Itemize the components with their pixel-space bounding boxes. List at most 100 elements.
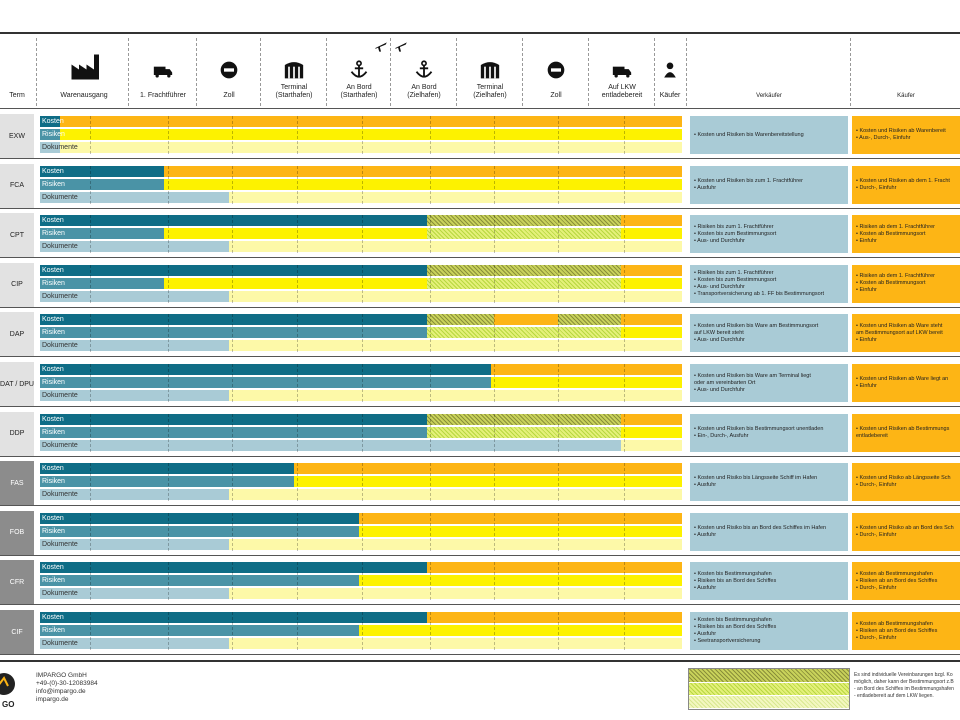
buyer-bar-dokumente <box>228 638 682 649</box>
term-row-dap: DAP Kosten Risiken Dokumente • Kosten und Ri… <box>0 312 960 358</box>
stage-guide <box>362 116 363 154</box>
seller-description-line: • Transportversicherung ab 1. FF bis Bes… <box>694 290 825 297</box>
stage-guide <box>494 215 495 254</box>
bar-label-risiken: Risiken <box>42 478 65 486</box>
buyer-description: • Kosten und Risiken ab Ware steht am Be… <box>852 314 960 353</box>
buyer-description-line: • Einfuhr <box>856 383 877 389</box>
stage-guide <box>168 562 169 601</box>
stage-guide <box>624 314 625 353</box>
stage-guide <box>297 512 298 551</box>
buyer-bar-kosten <box>426 314 682 326</box>
legend-swatches <box>688 668 850 710</box>
bar-label-risiken: Risiken <box>42 379 65 386</box>
header-column-1: Warenausgang <box>40 38 128 106</box>
bar-label-kosten: Kosten <box>42 167 64 175</box>
stage-guide <box>430 512 431 551</box>
seller-description-line: • Risiken bis zum 1. Frachtführer <box>694 269 774 276</box>
seller-description: • Kosten und Risiken bis zum 1. Frachtfü… <box>690 165 848 204</box>
header-separator <box>260 38 261 106</box>
stage-guide <box>168 314 169 353</box>
buyer-description-line: • Einfuhr <box>856 237 877 244</box>
bar-label-dokumente: Dokumente <box>42 491 78 499</box>
buyer-description-line: • Risiken ab dem 1. Frachtführer <box>856 273 935 280</box>
stage-guide <box>232 463 233 502</box>
no-entry-icon <box>547 61 565 79</box>
bar-label-kosten: Kosten <box>42 514 64 522</box>
buyer-bar-kosten <box>293 463 682 475</box>
seller-description-line: • Kosten bis zum Bestimmungsort <box>694 230 777 237</box>
seller-description-line: • Ausfuhr <box>694 584 717 591</box>
seller-description-line: • Kosten und Risiken bis Ware am Termina… <box>694 372 811 379</box>
stage-guide <box>430 314 431 353</box>
stage-guide <box>232 165 233 204</box>
buyer-bar-kosten <box>358 512 682 524</box>
seller-description: • Risiken bis zum 1. Frachtführer • Koste… <box>690 215 848 254</box>
stage-guide <box>494 165 495 204</box>
seller-bar-risiken <box>40 525 359 537</box>
term-row-fob: FOB Kosten Risiken Dokumente • Kosten und Ri… <box>0 510 960 557</box>
header-column-label: An Bord (Starthafen) <box>340 84 378 99</box>
buyer-bar-risiken <box>490 377 682 388</box>
legend-text: Es sind individuelle Vereinbarungen bzgl… <box>854 672 960 700</box>
buyer-description-line: • Kosten und Risiken ab Ware liegt an <box>856 376 949 382</box>
seller-description: • Kosten und Risiken bis Ware am Termina… <box>690 364 848 402</box>
seller-bar-kosten <box>40 463 294 475</box>
stage-guide <box>90 165 91 204</box>
stage-guide <box>232 512 233 551</box>
term-code: FCA <box>0 163 34 208</box>
stage-guide <box>90 314 91 353</box>
buyer-bar-dokumente <box>228 191 682 203</box>
bar-label-kosten: Kosten <box>42 316 64 324</box>
buyer-bar-risiken <box>293 476 682 488</box>
stage-guide <box>297 562 298 601</box>
plane-icon <box>395 42 407 52</box>
flexible-zone-kosten <box>426 314 494 326</box>
header-column-label: An Bord (Zielhafen) <box>407 84 441 99</box>
header-separator <box>654 38 655 106</box>
bar-label-dokumente: Dokumente <box>42 441 78 449</box>
bar-label-dokumente: Dokumente <box>42 392 78 399</box>
legend-hatch-light <box>689 683 849 695</box>
stage-guide <box>558 512 559 551</box>
seller-bar-risiken <box>40 625 359 636</box>
buyer-description: • Kosten und Risiken ab Ware liegt an • E… <box>852 364 960 402</box>
seller-bar-kosten <box>40 116 60 127</box>
stage-guide <box>297 463 298 502</box>
bar-label-risiken: Risiken <box>42 180 65 188</box>
seller-bar-risiken <box>40 377 491 388</box>
truck-icon <box>153 66 173 78</box>
buyer-description-line: • Durch-, Einfuhr <box>856 634 897 641</box>
seller-bar-kosten <box>40 612 427 623</box>
row-separator <box>0 406 960 407</box>
stage-guide <box>297 364 298 402</box>
seller-bar-dokumente <box>40 489 229 501</box>
stage-guide <box>168 612 169 650</box>
buyer-description: • Kosten ab Bestimmungshafen • Risiken ab… <box>852 612 960 650</box>
term-header-label: Term <box>9 92 25 99</box>
seller-description-line: • Kosten bis zum Bestimmungsort <box>694 276 777 283</box>
stage-guide <box>90 413 91 452</box>
footer-contact: IMPARGO GmbH +49-(0)-30-12083984 info@im… <box>36 672 98 704</box>
term-code: DAT / DPU <box>0 362 34 406</box>
footer-web[interactable]: impargo.de <box>36 696 69 703</box>
footer-email[interactable]: info@impargo.de <box>36 688 86 695</box>
header-column-6: An Bord (Zielhafen) <box>392 38 456 106</box>
term-code: FAS <box>0 461 34 506</box>
buyer-description-line: • Kosten und Risiko ab Längsseite Sch <box>856 475 951 482</box>
stage-guide <box>362 463 363 502</box>
header-separator <box>850 38 851 106</box>
buyer-description-line: • Kosten ab Bestimmungsort <box>856 230 926 237</box>
stage-guide <box>168 264 169 303</box>
stage-guide <box>168 512 169 551</box>
seller-bar-risiken <box>40 575 359 587</box>
seller-description-line: • Kosten bis Bestimmungshafen <box>694 570 772 577</box>
flexible-zone-kosten <box>426 264 621 276</box>
stage-guide <box>168 413 169 452</box>
seller-bar-kosten <box>40 314 427 326</box>
seller-bar-risiken <box>40 277 165 289</box>
stage-guide <box>90 612 91 650</box>
row-separator <box>0 654 960 655</box>
stage-guide <box>558 314 559 353</box>
stage-guide <box>624 463 625 502</box>
flexible-zone-kosten <box>426 413 621 425</box>
